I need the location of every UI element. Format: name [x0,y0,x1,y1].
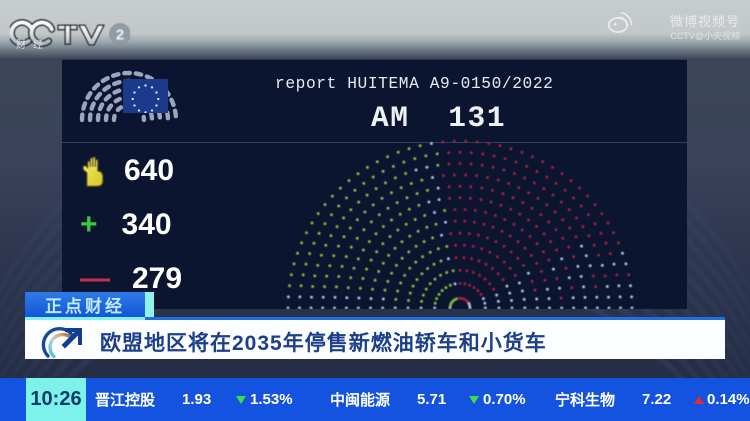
svg-text:2: 2 [116,27,124,44]
